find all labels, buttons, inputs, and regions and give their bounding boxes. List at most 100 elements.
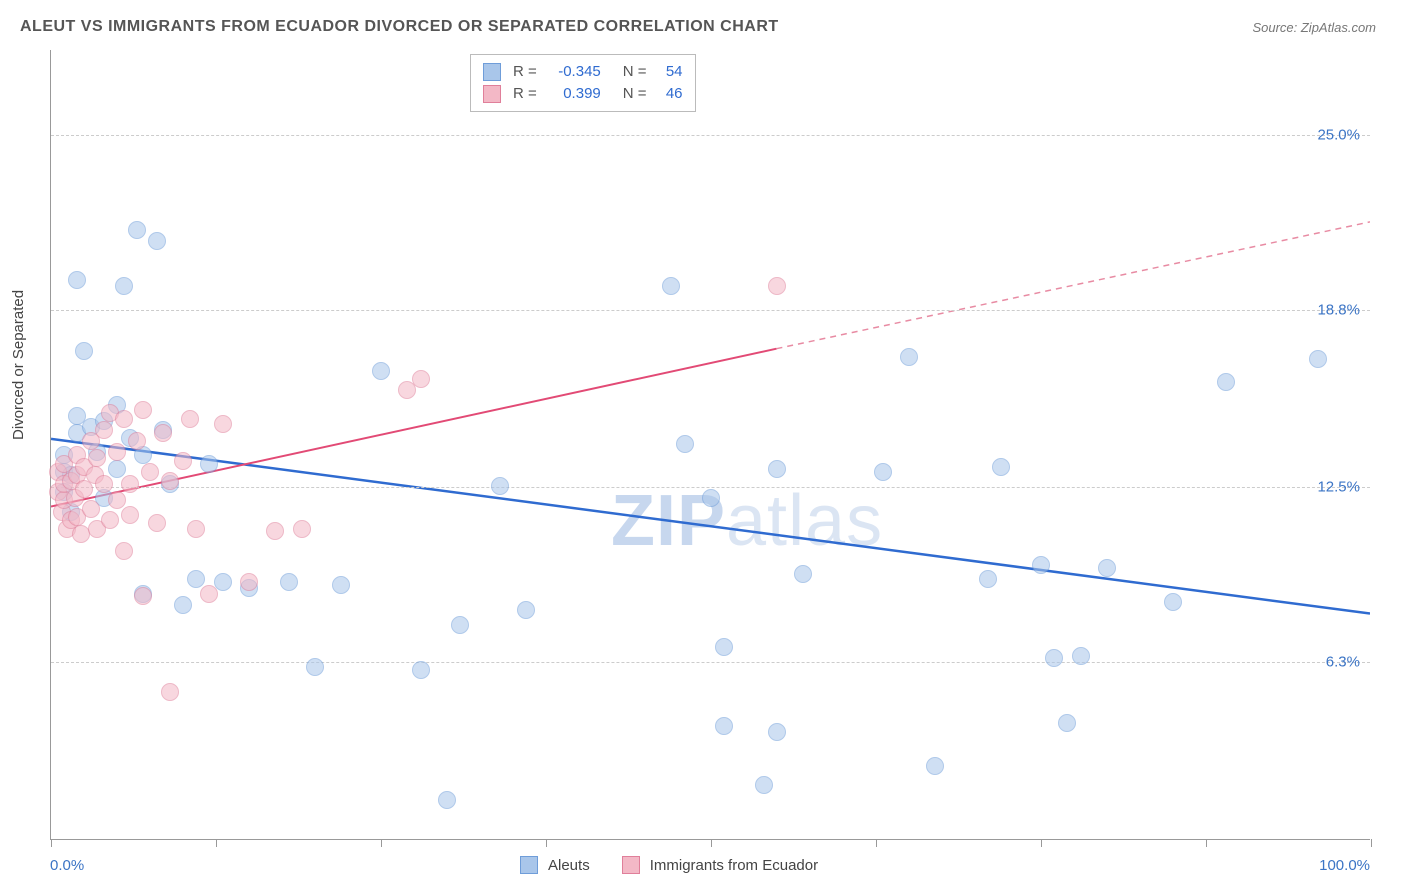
scatter-point	[992, 458, 1010, 476]
scatter-point	[874, 463, 892, 481]
scatter-point	[68, 271, 86, 289]
r-label: R =	[513, 61, 537, 83]
y-tick-label: 6.3%	[1326, 654, 1360, 671]
scatter-point	[161, 472, 179, 490]
scatter-point	[148, 232, 166, 250]
scatter-point	[95, 475, 113, 493]
scatter-point	[1217, 373, 1235, 391]
legend-swatch	[483, 85, 501, 103]
scatter-point	[900, 348, 918, 366]
n-label: N =	[623, 83, 647, 105]
scatter-point	[768, 460, 786, 478]
scatter-point	[1032, 556, 1050, 574]
scatter-point	[926, 757, 944, 775]
scatter-point	[108, 443, 126, 461]
scatter-point	[187, 570, 205, 588]
legend-swatch	[520, 856, 538, 874]
scatter-point	[715, 717, 733, 735]
scatter-point	[174, 452, 192, 470]
legend-swatch	[622, 856, 640, 874]
watermark-text: ZIPatlas	[611, 480, 883, 562]
scatter-point	[115, 410, 133, 428]
chart-plot-area: ZIPatlas 6.3% 12.5% 18.8% 25.0%	[50, 50, 1370, 840]
scatter-point	[1072, 647, 1090, 665]
scatter-point	[979, 570, 997, 588]
scatter-point	[451, 616, 469, 634]
scatter-point	[187, 520, 205, 538]
n-label: N =	[623, 61, 647, 83]
scatter-point	[88, 449, 106, 467]
scatter-point	[161, 683, 179, 701]
scatter-point	[412, 370, 430, 388]
y-tick-label: 18.8%	[1317, 301, 1360, 318]
gridline	[51, 135, 1370, 136]
x-tick	[546, 839, 547, 847]
n-value: 54	[655, 61, 683, 83]
x-axis-min-label: 0.0%	[50, 857, 84, 874]
gridline	[51, 662, 1370, 663]
regression-lines	[51, 50, 1370, 839]
scatter-point	[148, 514, 166, 532]
scatter-point	[280, 573, 298, 591]
scatter-point	[794, 565, 812, 583]
scatter-point	[128, 432, 146, 450]
scatter-point	[82, 500, 100, 518]
scatter-point	[517, 601, 535, 619]
scatter-point	[115, 542, 133, 560]
scatter-point	[181, 410, 199, 428]
scatter-point	[306, 658, 324, 676]
x-tick	[51, 839, 52, 847]
scatter-point	[200, 455, 218, 473]
scatter-point	[662, 277, 680, 295]
scatter-point	[715, 638, 733, 656]
scatter-point	[134, 401, 152, 419]
scatter-point	[412, 661, 430, 679]
scatter-point	[438, 791, 456, 809]
scatter-point	[115, 277, 133, 295]
scatter-point	[128, 221, 146, 239]
scatter-point	[141, 463, 159, 481]
y-axis-label: Divorced or Separated	[10, 290, 27, 440]
regression-line	[776, 222, 1370, 349]
y-tick-label: 25.0%	[1317, 126, 1360, 143]
scatter-point	[491, 477, 509, 495]
scatter-point	[121, 506, 139, 524]
x-tick	[1041, 839, 1042, 847]
scatter-point	[702, 489, 720, 507]
scatter-point	[75, 342, 93, 360]
scatter-point	[95, 421, 113, 439]
scatter-point	[134, 587, 152, 605]
scatter-point	[154, 424, 172, 442]
stats-legend-row: R =0.399N =46	[483, 83, 683, 105]
scatter-point	[108, 491, 126, 509]
x-tick	[381, 839, 382, 847]
scatter-point	[1098, 559, 1116, 577]
x-axis-max-label: 100.0%	[1319, 857, 1370, 874]
scatter-point	[1045, 649, 1063, 667]
watermark-atlas: atlas	[726, 481, 883, 561]
stats-legend: R =-0.345N =54R =0.399N =46	[470, 54, 696, 112]
gridline	[51, 310, 1370, 311]
scatter-point	[768, 723, 786, 741]
scatter-point	[214, 415, 232, 433]
x-tick	[876, 839, 877, 847]
stats-legend-row: R =-0.345N =54	[483, 61, 683, 83]
scatter-point	[174, 596, 192, 614]
x-tick	[1371, 839, 1372, 847]
scatter-point	[121, 475, 139, 493]
scatter-point	[200, 585, 218, 603]
chart-title: ALEUT VS IMMIGRANTS FROM ECUADOR DIVORCE…	[20, 18, 779, 36]
scatter-point	[1058, 714, 1076, 732]
scatter-point	[755, 776, 773, 794]
legend-series-label: Aleuts	[548, 857, 590, 874]
scatter-point	[372, 362, 390, 380]
scatter-point	[266, 522, 284, 540]
legend-series-label: Immigrants from Ecuador	[650, 857, 818, 874]
source-credit: Source: ZipAtlas.com	[1252, 20, 1376, 35]
legend-swatch	[483, 63, 501, 81]
scatter-point	[1309, 350, 1327, 368]
scatter-point	[293, 520, 311, 538]
x-tick	[216, 839, 217, 847]
y-tick-label: 12.5%	[1317, 479, 1360, 496]
scatter-point	[768, 277, 786, 295]
